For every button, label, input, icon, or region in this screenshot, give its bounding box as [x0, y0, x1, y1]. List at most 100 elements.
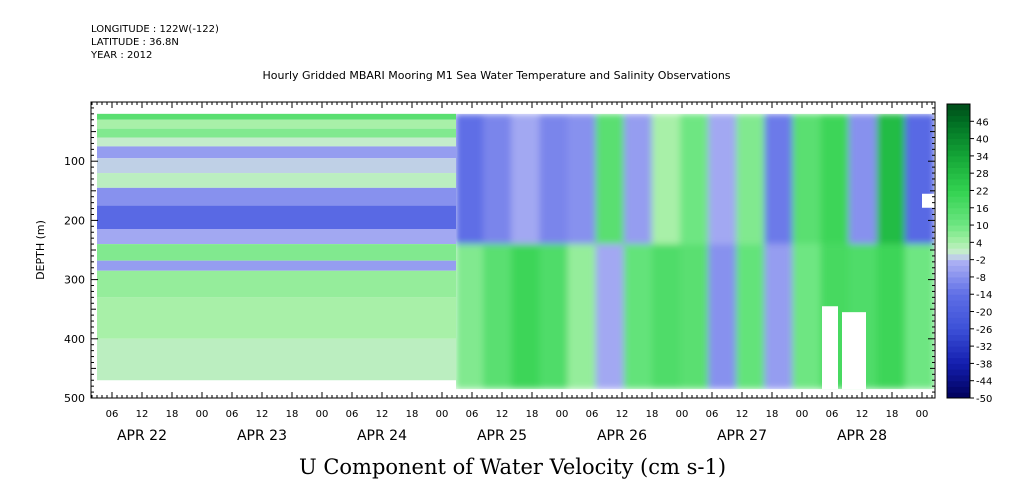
colorbar-swatch: [947, 173, 970, 180]
colorbar-swatch: [947, 294, 970, 301]
x-hour-label: 06: [226, 409, 239, 420]
colorbar-swatch: [947, 386, 970, 393]
late-block-upper-8: [679, 113, 711, 245]
colorbar-label: -2: [976, 256, 986, 267]
colorbar-swatch: [947, 300, 970, 307]
x-hour-label: 06: [826, 409, 839, 420]
colorbar-label: -50: [976, 394, 992, 405]
colorbar-swatch: [947, 305, 970, 313]
x-day-label: APR 28: [837, 428, 887, 444]
late-block-upper-5: [595, 113, 626, 245]
x-hour-label: 00: [916, 409, 929, 420]
x-hour-label: 12: [496, 409, 509, 420]
early-band-5: [97, 158, 456, 174]
colorbar-swatch: [947, 150, 970, 157]
early-band-9: [97, 229, 456, 245]
x-day-label: APR 26: [597, 428, 647, 444]
early-band-2: [97, 128, 456, 138]
late-block-upper-16: [904, 113, 934, 245]
colorbar-swatch: [947, 138, 970, 145]
data-gap-3: [922, 193, 934, 208]
late-block-lower-4: [567, 244, 598, 390]
variable-title-text: U Component of Water Velocity (cm s-1): [298, 455, 727, 479]
data-gap-1: [822, 306, 838, 390]
colorbar-swatch: [947, 178, 970, 186]
late-block-lower-7: [651, 244, 682, 390]
x-hour-label: 06: [106, 409, 119, 420]
chart-title: Hourly Gridded MBARI Mooring M1 Sea Wate…: [0, 69, 1009, 82]
colorbar-swatch: [947, 167, 970, 174]
colorbar-swatch: [947, 109, 970, 117]
colorbar-swatch: [947, 225, 970, 232]
colorbar-swatch: [947, 363, 970, 370]
colorbar-swatch: [947, 346, 970, 353]
colorbar-swatch: [947, 392, 970, 399]
x-hour-label: 18: [766, 409, 779, 420]
late-block-upper-14: [848, 113, 879, 245]
late-block-upper-10: [736, 113, 767, 245]
y-axis-label: DEPTH (m): [34, 220, 47, 280]
data-gap-2: [842, 312, 866, 390]
late-block-lower-10: [736, 244, 767, 390]
x-hour-label: 12: [616, 409, 629, 420]
late-block-upper-6: [623, 113, 654, 245]
early-band-12: [97, 270, 456, 298]
early-band-6: [97, 173, 456, 188]
x-hour-label: 06: [706, 409, 719, 420]
x-hour-label: 12: [736, 409, 749, 420]
colorbar-label: 40: [976, 135, 989, 146]
late-block-upper-12: [792, 113, 823, 245]
colorbar-swatch: [947, 317, 970, 324]
late-block-lower-15: [876, 244, 907, 390]
late-block-lower-2: [511, 244, 542, 390]
early-band-10: [97, 244, 456, 261]
late-block-upper-0: [456, 113, 486, 245]
colorbar-swatch: [947, 276, 970, 284]
x-hour-label: 18: [286, 409, 299, 420]
late-block-upper-4: [567, 113, 598, 245]
x-hour-label: 18: [886, 409, 899, 420]
late-block-upper-2: [511, 113, 542, 245]
early-band-0: [97, 113, 456, 120]
colorbar-label: 16: [976, 204, 989, 215]
late-block-upper-9: [708, 113, 739, 245]
colorbar-swatch: [947, 104, 970, 111]
x-hour-label: 12: [856, 409, 869, 420]
x-day-label: APR 22: [117, 428, 167, 444]
colorbar-swatch: [947, 196, 970, 203]
heatmap-field: [97, 113, 934, 390]
early-band-14: [97, 338, 456, 381]
colorbar-swatch: [947, 265, 970, 272]
latitude-label: LATITUDE : 36.8N: [91, 37, 179, 48]
colorbar-swatch: [947, 236, 970, 243]
x-hour-label: 18: [526, 409, 539, 420]
x-hour-label: 00: [316, 409, 329, 420]
x-hour-label: 12: [376, 409, 389, 420]
colorbar-swatch: [947, 202, 970, 209]
colorbar-swatch: [947, 207, 970, 215]
late-block-lower-11: [764, 244, 795, 390]
late-block-upper-15: [876, 113, 907, 245]
y-tick-label: 300: [64, 274, 85, 287]
colorbar-swatch: [947, 115, 970, 122]
late-period-field: [456, 113, 934, 390]
colorbar-swatch: [947, 155, 970, 163]
colorbar-swatch: [947, 213, 970, 220]
early-band-11: [97, 260, 456, 271]
late-block-lower-9: [708, 244, 739, 390]
longitude-label: LONGITUDE : 122W(-122): [91, 24, 219, 35]
colorbar-swatch: [947, 121, 970, 128]
late-block-upper-7: [651, 113, 682, 245]
late-block-lower-16: [904, 244, 934, 390]
late-block-lower-8: [679, 244, 711, 390]
late-block-upper-13: [820, 113, 851, 245]
late-block-lower-0: [456, 244, 486, 390]
late-block-upper-3: [539, 113, 570, 245]
colorbar-swatch: [947, 282, 970, 289]
colorbar-swatch: [947, 132, 970, 140]
x-hour-label: 00: [556, 409, 569, 420]
colorbar-swatch: [947, 334, 970, 341]
x-axis: 06 12 18 00 06 12 18 00 06 12 18 00 06 12 18 00 06 12 18 00…: [91, 102, 933, 444]
colorbar-swatch: [947, 369, 970, 376]
